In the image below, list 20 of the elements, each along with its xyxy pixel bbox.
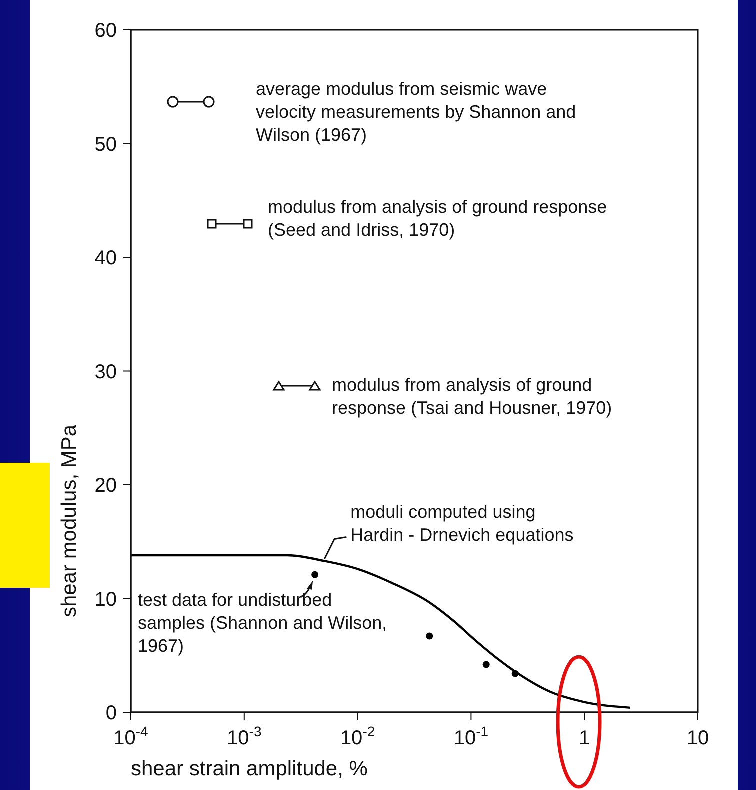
x-tick-label: 10$^{-4}$	[114, 724, 149, 750]
annotation: test data for undisturbed samples (Shannon and Wilson, 1967)	[138, 588, 388, 658]
y-tick-label: 30	[94, 361, 117, 384]
annotation: average modulus from seismic wave velocity measurements by Shannon and Wilson (1967)	[256, 78, 578, 147]
x-tick-label: 10$^{-1}$	[454, 724, 489, 750]
y-tick-label: 60	[94, 20, 117, 42]
annotation: modulus from analysis of ground response (Seed and Idriss, 1970)	[268, 196, 608, 242]
y-tick-label: 50	[94, 134, 117, 156]
y-tick-label: 40	[94, 248, 117, 270]
y-tick-label: 20	[94, 475, 117, 497]
annotation: moduli computed using Hardin - Drnevich equations	[350, 501, 575, 548]
y-axis-title: shear modulus, MPa	[58, 424, 81, 618]
y-tick-label: 10	[94, 588, 117, 611]
y-tick-label: 0	[106, 702, 117, 724]
x-tick-label: 10	[686, 728, 710, 750]
x-tick-label: 10$^{-2}$	[340, 724, 376, 750]
annotation: modulus from analysis of ground response (Tsai and Housner, 1970)	[332, 374, 614, 420]
x-axis-title: shear strain amplitude, %	[131, 758, 368, 780]
x-tick-label: 1	[579, 728, 590, 750]
x-tick-label: 10$^{-3}$	[227, 724, 262, 750]
